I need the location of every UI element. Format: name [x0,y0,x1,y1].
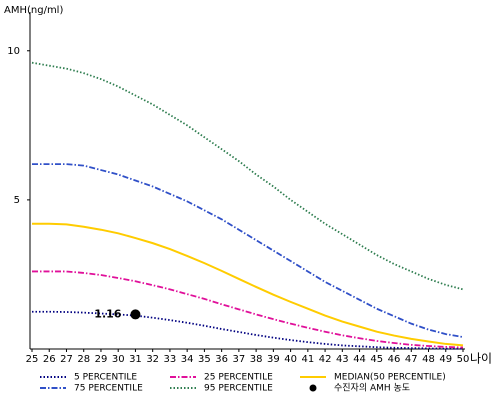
x-tick-label: 44 [353,354,366,365]
x-tick-label: 32 [146,354,159,365]
legend-label: 5 PERCENTILE [74,373,137,383]
x-tick-label: 41 [301,354,314,365]
patient-marker [130,309,141,320]
x-tick-label: 33 [164,354,177,365]
x-tick-label: 49 [439,354,452,365]
x-tick-label: 42 [319,354,332,365]
series-line [32,163,464,338]
y-tick-label: 5 [14,195,20,206]
legend-swatch [309,384,317,392]
legend-label: 95 PERCENTILE [204,384,273,394]
x-tick-label: 36 [215,354,228,365]
x-tick-label: 30 [112,354,125,365]
x-tick-label: 27 [60,354,73,365]
data-label: 1.16 [94,307,121,320]
y-tick-label: 10 [7,46,20,57]
x-tick-label: 40 [284,354,297,365]
legend-label: MEDIAN(50 PERCENTILE) [334,373,446,383]
x-tick-label: 46 [388,354,401,365]
x-tick-label: 37 [233,354,246,365]
series-line [32,270,464,349]
x-tick-label: 25 [26,354,39,365]
x-tick-label: 29 [95,354,108,365]
x-tick-label: 35 [198,354,211,365]
x-tick-label: 34 [181,354,194,365]
x-tick-label: 47 [405,354,418,365]
x-tick-label: 48 [422,354,435,365]
x-tick-label: 50 [457,354,470,365]
x-tick-label: 31 [129,354,142,365]
series-line [32,310,463,350]
series-line [31,61,464,291]
x-tick-label: 43 [336,354,349,365]
x-tick-label: 26 [43,354,56,365]
y-axis-label: AMH(ng/ml) [4,5,63,16]
legend-label: 25 PERCENTILE [204,373,273,383]
x-tick-label: 39 [267,354,280,365]
x-tick-label: 28 [77,354,90,365]
x-tick-label: 45 [370,354,383,365]
x-tick-label: 38 [250,354,263,365]
series-line [32,222,464,347]
legend-label: 75 PERCENTILE [74,384,143,394]
legend-label: 수진자의 AMH 농도 [334,383,410,394]
x-axis-label: 나이 [470,352,492,366]
